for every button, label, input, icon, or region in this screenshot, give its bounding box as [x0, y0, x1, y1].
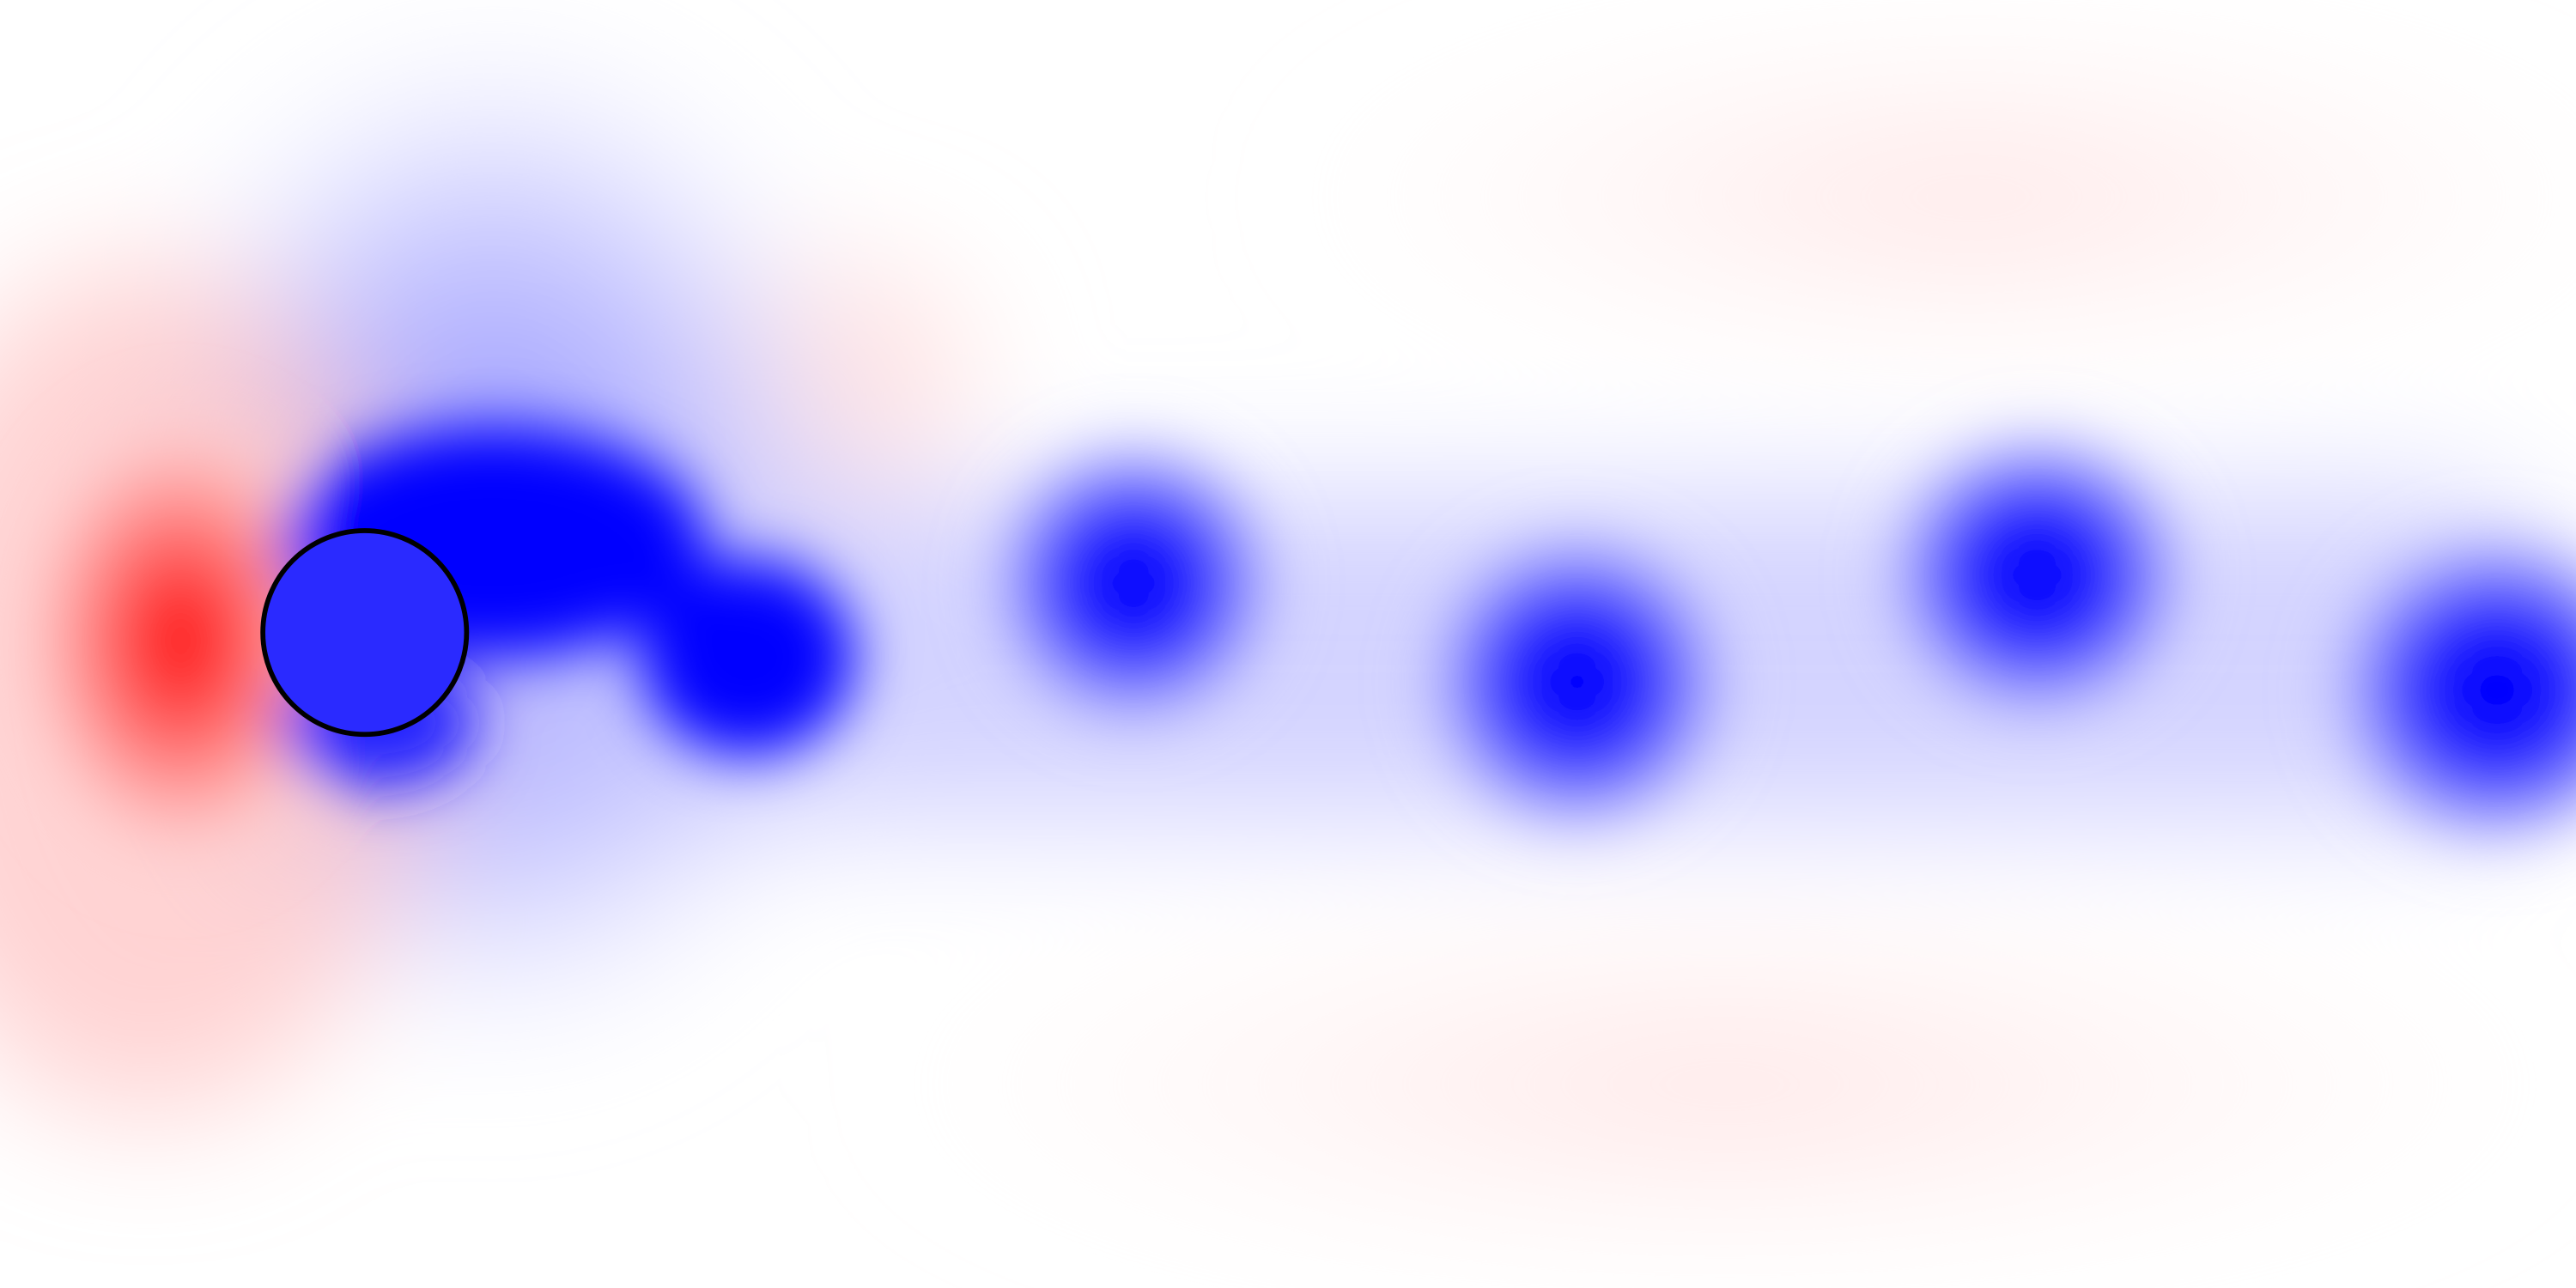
- vortex: [2316, 517, 2576, 863]
- vortex: [1413, 517, 1742, 847]
- pink-region: [1281, 16, 2576, 378]
- vortex: [641, 558, 854, 756]
- vortices: [0, 394, 2576, 888]
- vortex: [977, 427, 1290, 739]
- vortex: [1873, 418, 2202, 732]
- stagnation-region: [0, 394, 361, 888]
- cylinder: [260, 528, 470, 738]
- pink-region: [871, 887, 2576, 1282]
